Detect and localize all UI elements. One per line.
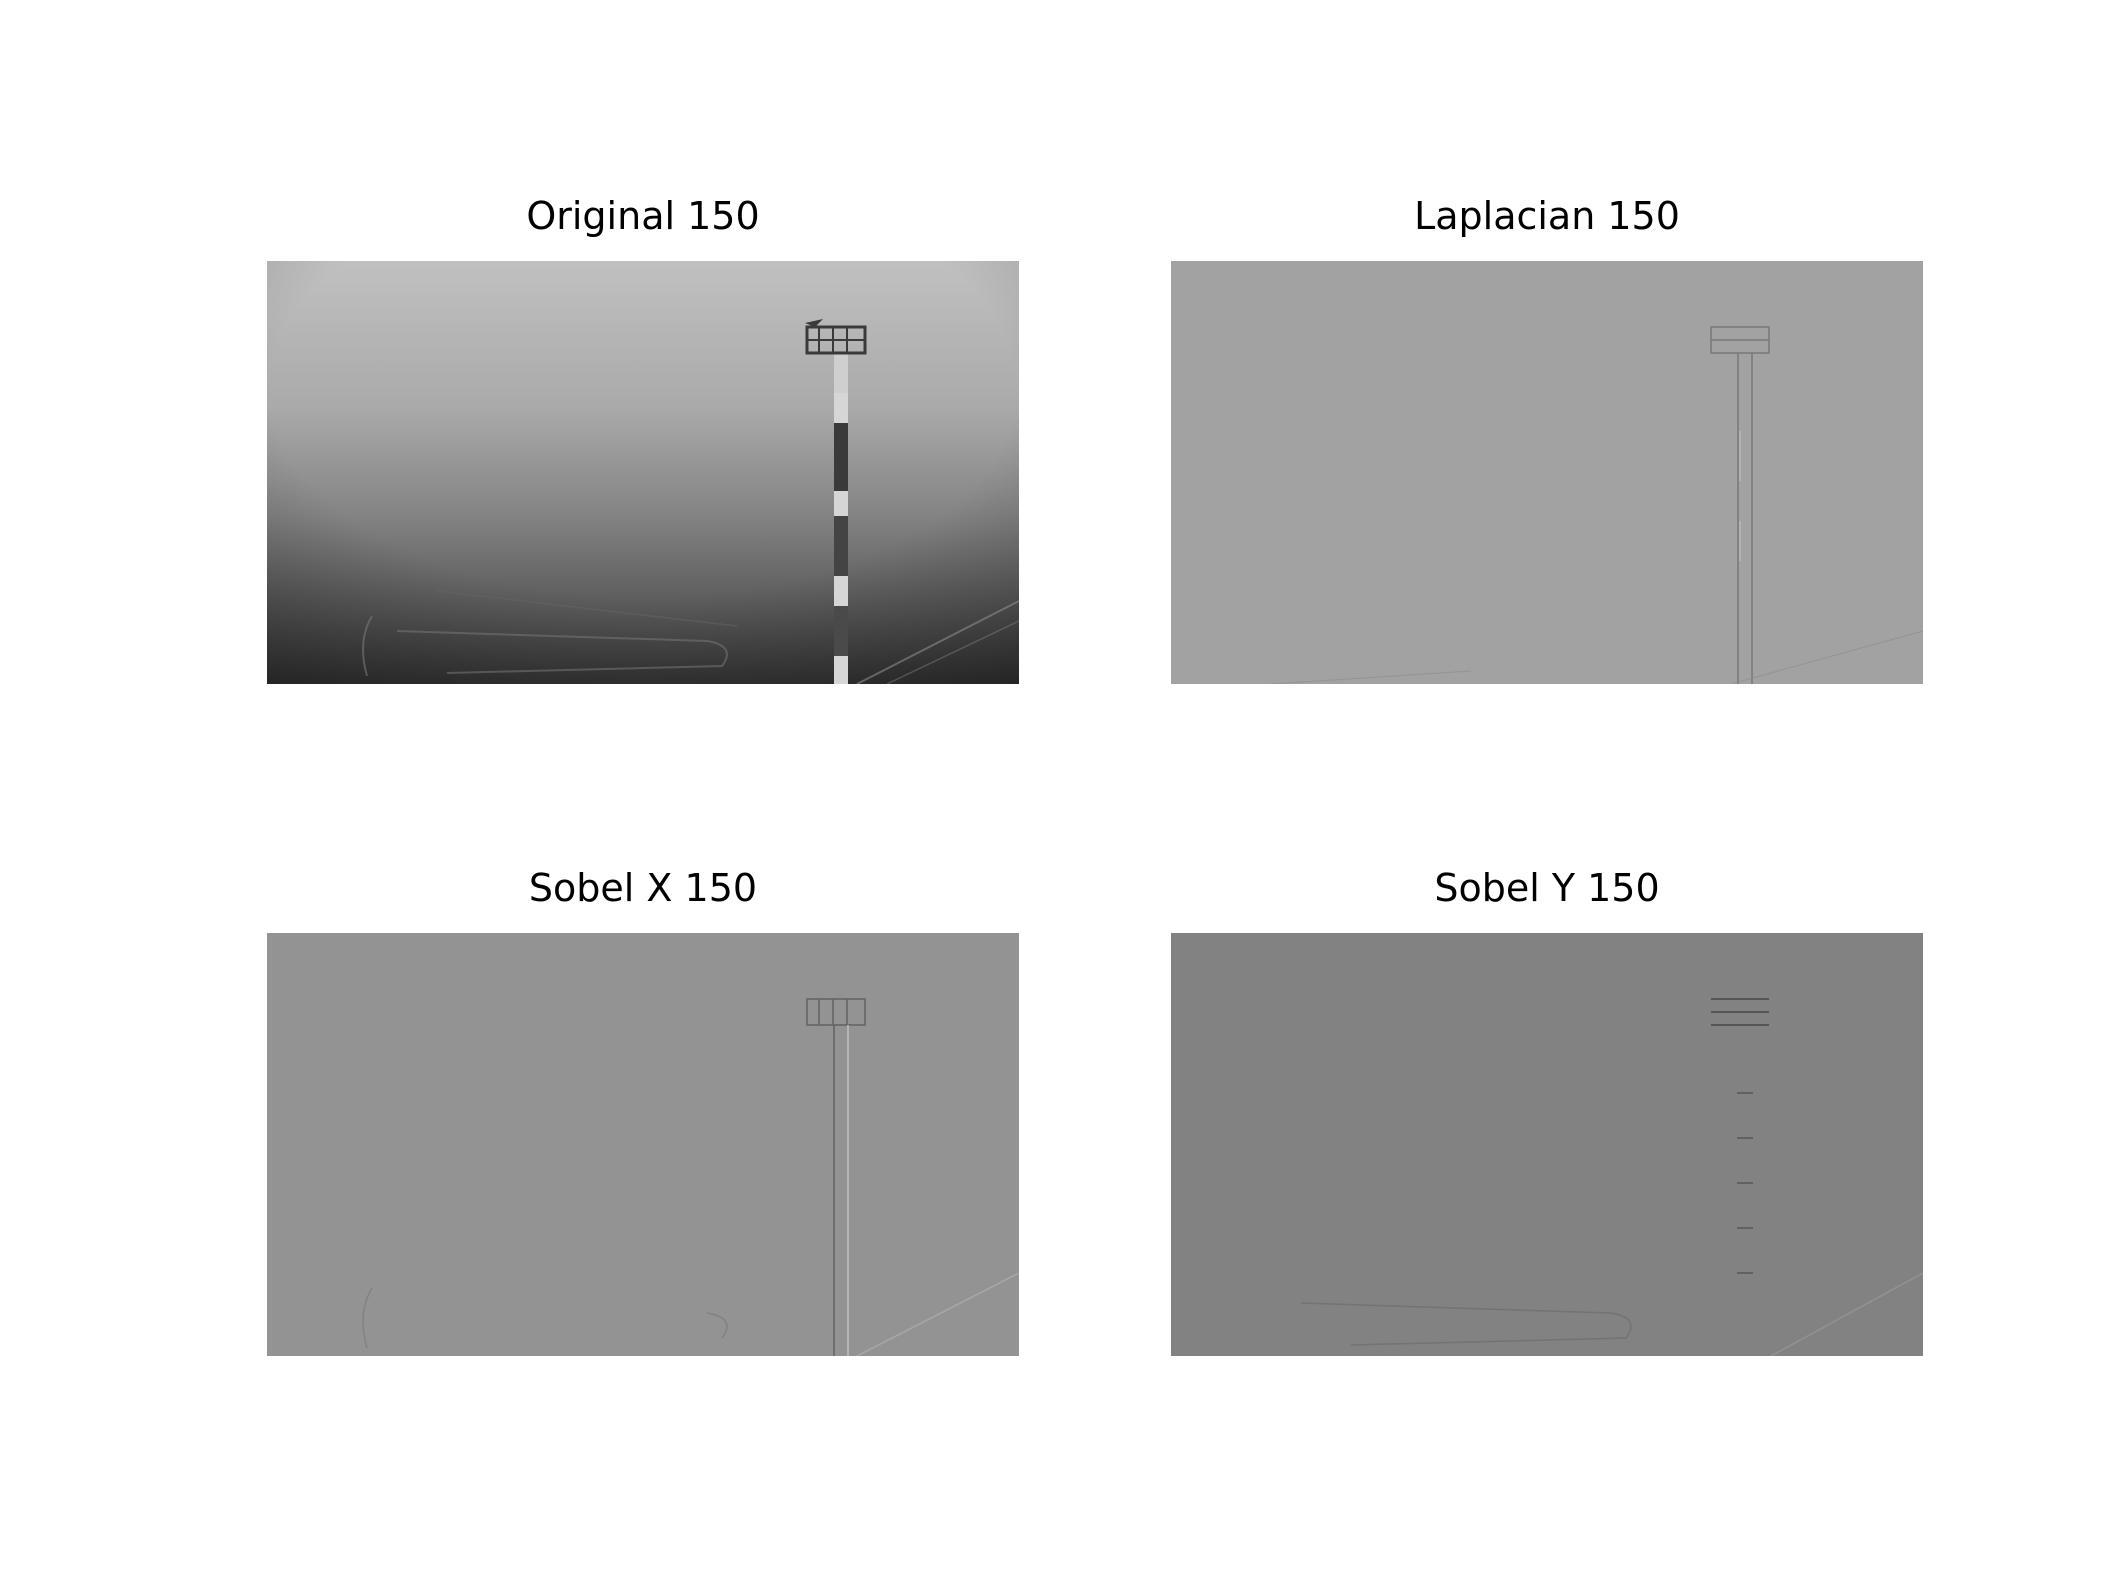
panel-title-sobel-y: Sobel Y 150 [1434,866,1660,910]
image-sobel-x [267,933,1019,1356]
panel-title-original: Original 150 [526,194,760,238]
tower-shape [805,319,867,684]
image-laplacian [1171,261,1923,684]
image-original [267,261,1019,684]
panel-title-laplacian: Laplacian 150 [1414,194,1680,238]
panel-title-sobel-x: Sobel X 150 [528,866,758,910]
image-sobel-y [1171,933,1923,1356]
